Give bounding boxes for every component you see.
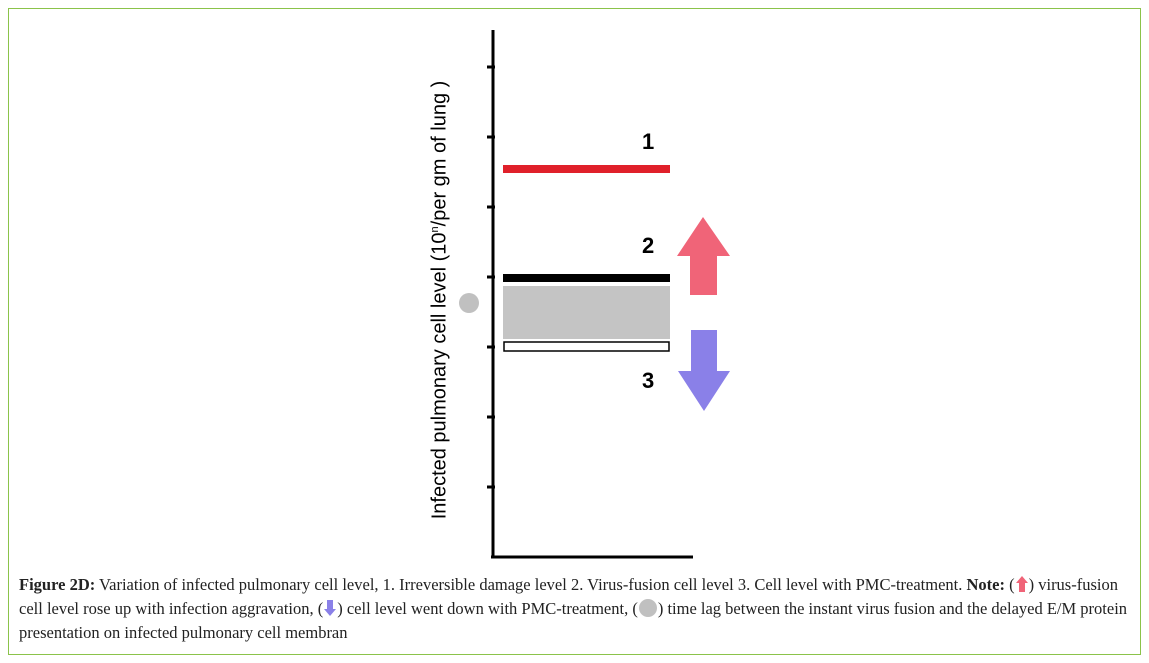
y-axis-ticks (487, 65, 495, 489)
caption-dot-icon (638, 599, 657, 617)
level-3-box (503, 341, 670, 352)
gray-band (503, 286, 670, 339)
caption-text: Variation of infected pulmonary cell lev… (95, 575, 967, 594)
caption-up-text: ) virus-fusion cell level rose up with i… (19, 575, 1118, 618)
up-arrow-icon (677, 217, 730, 295)
figure-caption: Figure 2D: Variation of infected pulmona… (19, 575, 1128, 642)
y-axis-label: Infected pulmonary cell level (10n/per g… (428, 80, 451, 520)
down-arrow-icon (678, 330, 730, 411)
level-1-label: 1 (642, 129, 655, 154)
level-3-label: 3 (642, 368, 655, 393)
level-2-line (503, 274, 670, 282)
caption-down-text: ) cell level went down with PMC-treatmen… (337, 599, 638, 618)
level-2-label: 2 (642, 233, 655, 258)
note-label: Note: (966, 575, 1005, 594)
level-1-line (503, 165, 670, 173)
caption-down-arrow-icon (324, 600, 337, 616)
time-lag-dot-icon (459, 293, 479, 313)
caption-up-arrow-icon (1015, 576, 1028, 592)
caption-lag-text: ) time lag between the instant virus fus… (19, 599, 1128, 642)
figure-label: Figure 2D: (19, 575, 96, 594)
figure-diagram (459, 30, 730, 559)
